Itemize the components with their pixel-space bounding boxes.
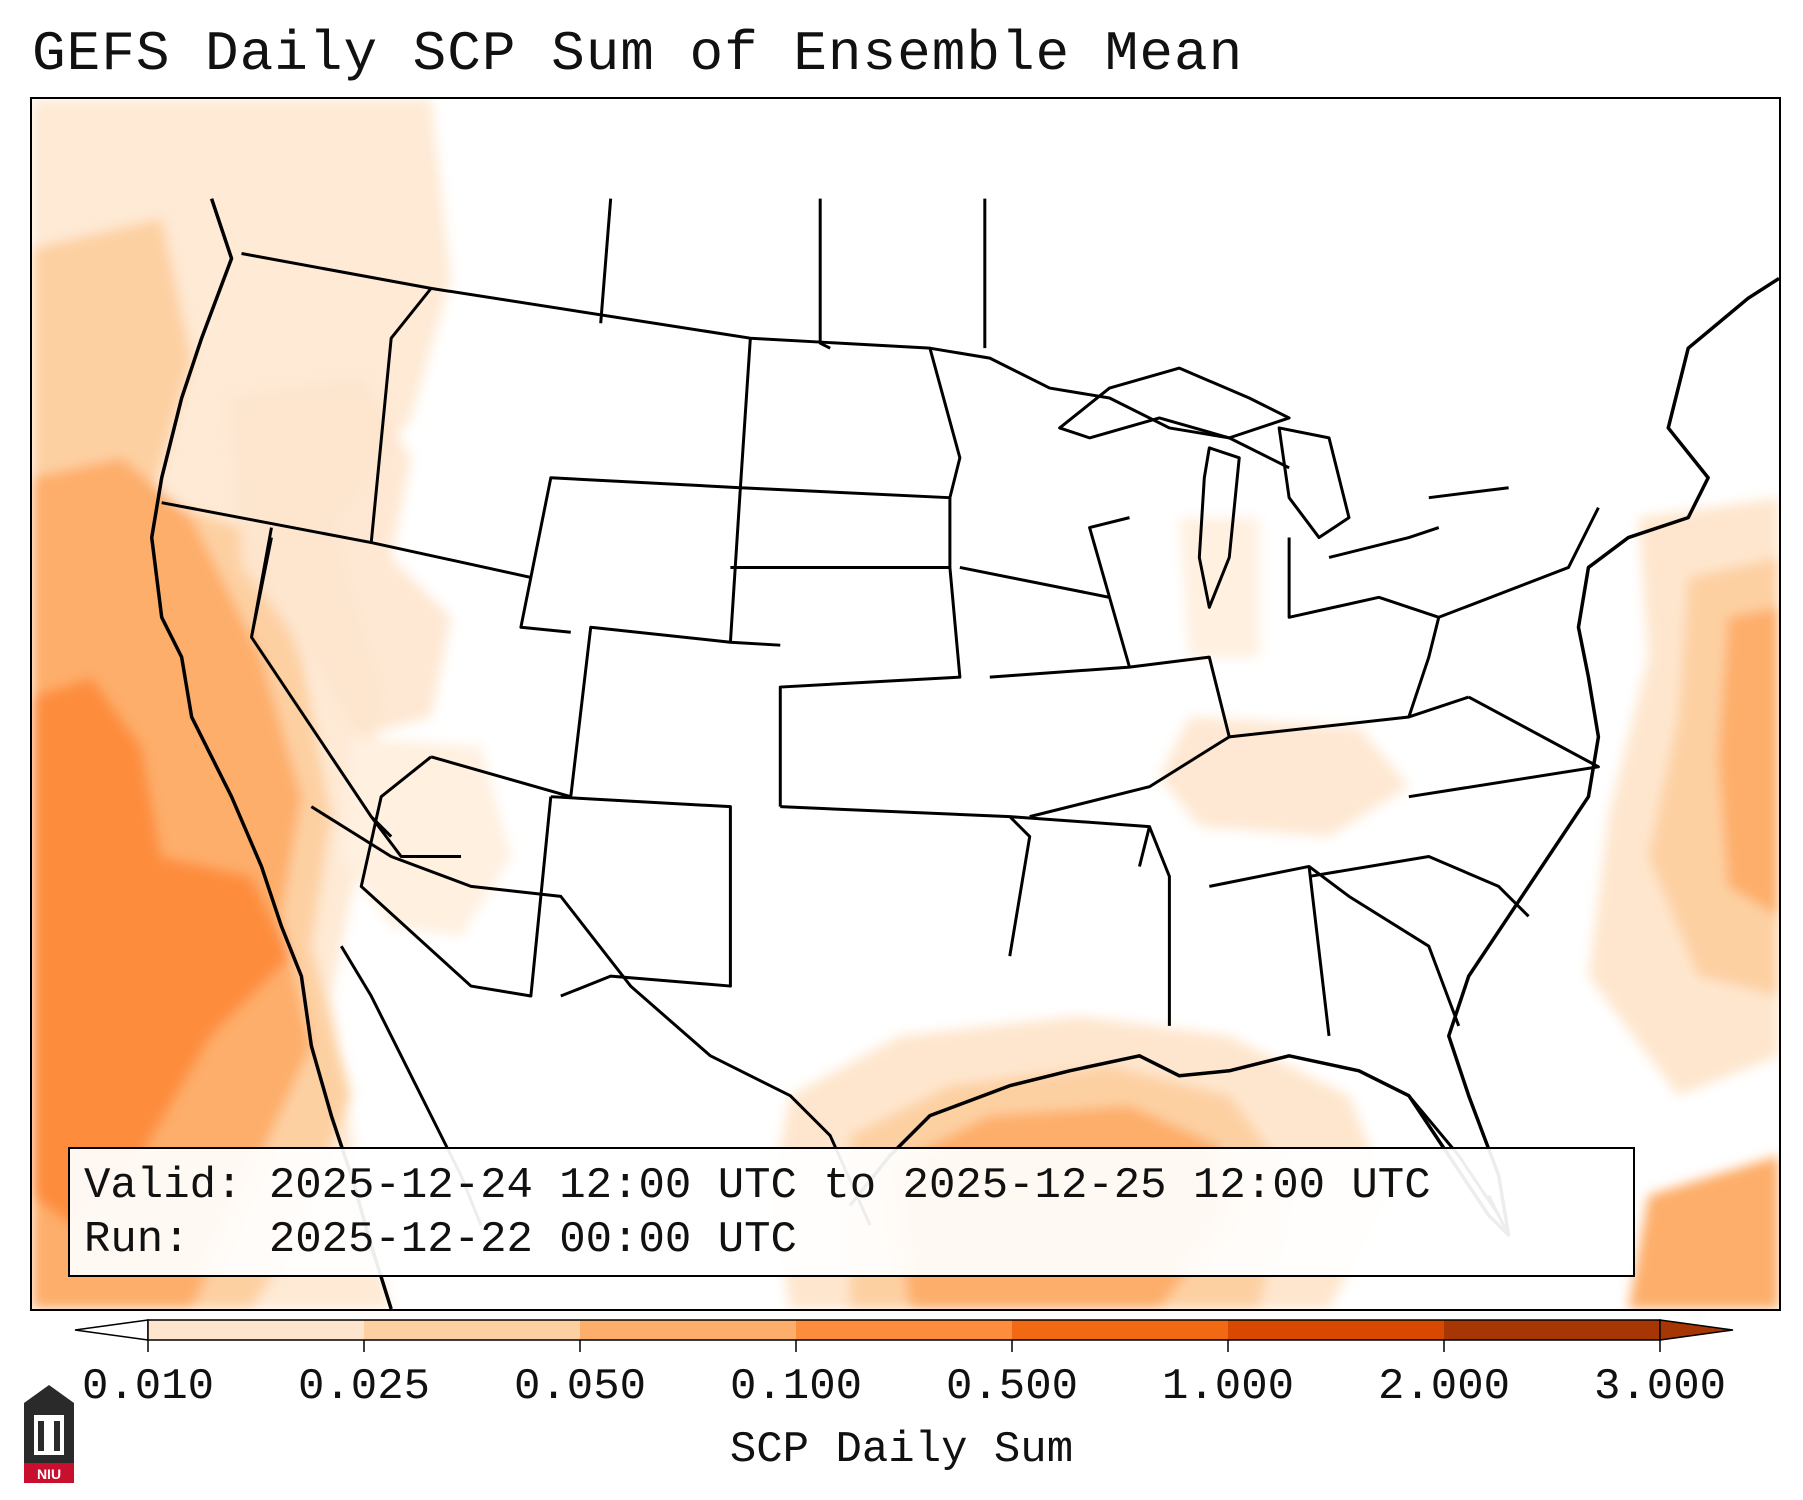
caribbean-plume [1628, 1155, 1779, 1309]
colorbar-cell [1444, 1320, 1661, 1340]
colorbar-tick-label: 0.010 [81, 1362, 215, 1412]
pacific-plume-max [32, 677, 292, 1226]
niu-logo: NIU [24, 1385, 74, 1483]
atlantic-coastline [1447, 276, 1779, 1236]
pacific-coastline [149, 198, 393, 1309]
colorbar-cell [1012, 1320, 1229, 1340]
southwest-patch [341, 736, 511, 937]
colorbar-cell [796, 1320, 1013, 1340]
colorbar-tick-label: 3.000 [1593, 1362, 1727, 1412]
colorbar-tick-label: 0.100 [729, 1362, 863, 1412]
valid-time-line: Valid: 2025-12-24 12:00 UTC to 2025-12-2… [84, 1161, 1431, 1211]
colorbar-cell [364, 1320, 581, 1340]
colorbar-extend-max [1659, 1319, 1734, 1341]
colorbar-extend-min [74, 1319, 149, 1341]
great-basin-patch [231, 378, 452, 737]
colorbar [74, 1319, 1734, 1352]
colorbar-tick-labels: 0.010 0.025 0.050 0.100 0.500 1.000 2.000 3.000 [0, 1362, 1803, 1418]
svg-text:NIU: NIU [37, 1466, 61, 1482]
state-lines-west [161, 198, 1151, 998]
colorbar-tick-label: 0.050 [513, 1362, 647, 1412]
gulf-coastline [848, 1054, 1510, 1237]
lake-michigan [1197, 446, 1241, 609]
scp-shading [32, 99, 1779, 1309]
indiana-patch [1179, 517, 1260, 658]
colorbar-tick-label: 0.025 [297, 1362, 431, 1412]
state-lines-east [959, 506, 1600, 1037]
colorbar-tick-label: 1.000 [1161, 1362, 1295, 1412]
scp-map [32, 99, 1779, 1309]
colorbar-cell [580, 1320, 797, 1340]
colorbar-cell [1228, 1320, 1445, 1340]
tennessee-patch [1159, 716, 1409, 837]
us-mexico-border [310, 805, 872, 1226]
northern-border [241, 252, 1290, 470]
run-time-line: Run: 2025-12-22 00:00 UTC [84, 1215, 797, 1265]
map-panel: Valid: 2025-12-24 12:00 UTC to 2025-12-2… [30, 97, 1781, 1311]
colorbar-tick-label: 0.500 [945, 1362, 1079, 1412]
lake-superior [1058, 366, 1291, 440]
valid-run-info-box: Valid: 2025-12-24 12:00 UTC to 2025-12-2… [68, 1147, 1635, 1277]
lake-erie-ontario [1328, 486, 1509, 559]
colorbar-label: SCP Daily Sum [729, 1425, 1074, 1475]
map-title: GEFS Daily SCP Sum of Ensemble Mean [32, 22, 1244, 86]
map-outlines [149, 198, 1779, 1309]
colorbar-tick-label: 2.000 [1377, 1362, 1511, 1412]
lake-huron [1277, 426, 1351, 540]
colorbar-cell [148, 1320, 365, 1340]
atlantic-plume-strong [1718, 607, 1779, 917]
